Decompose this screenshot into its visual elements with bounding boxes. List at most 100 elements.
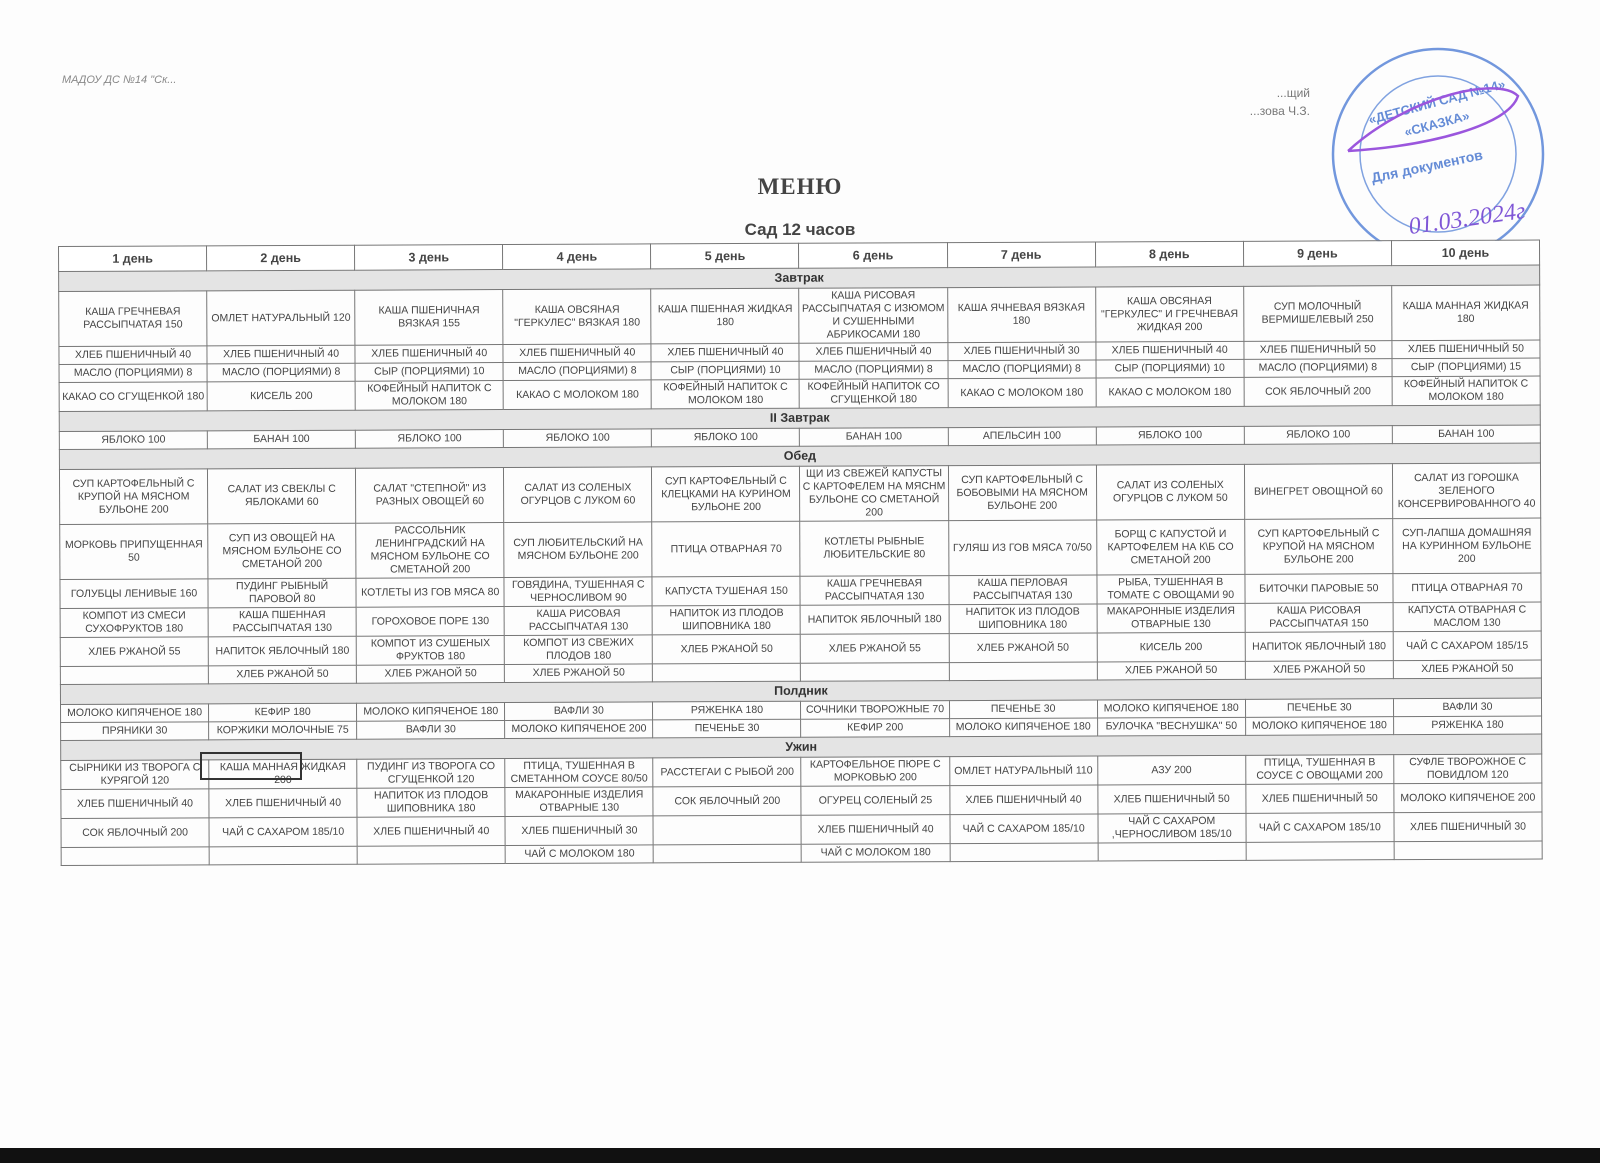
page-subtitle: Сад 12 часов xyxy=(744,220,856,239)
dish-cell: ХЛЕБ РЖАНОЙ 50 xyxy=(1096,661,1246,680)
dish-cell: МАКАРОННЫЕ ИЗДЕЛИЯ ОТВАРНЫЕ 130 xyxy=(1096,603,1245,633)
dish-cell: СУП КАРТОФЕЛЬНЫЙ С БОБОВЫМИ НА МЯСНОМ БУ… xyxy=(948,464,1097,521)
dish-cell: КАПУСТА ТУШЕНАЯ 150 xyxy=(652,576,801,606)
dish-cell: ХЛЕБ РЖАНОЙ 50 xyxy=(356,664,505,684)
dish-cell: СУП ЛЮБИТЕЛЬСКИЙ НА МЯСНОМ БУЛЬОНЕ 200 xyxy=(503,521,653,578)
dish-cell: ХЛЕБ ПШЕНИЧНЫЙ 30 xyxy=(947,341,1096,361)
dish-cell: МОЛОКО КИПЯЧЕНОЕ 180 xyxy=(949,717,1098,737)
dish-cell: ХЛЕБ РЖАНОЙ 50 xyxy=(208,665,357,684)
dish-cell: КАША ПШЕННАЯ ЖИДКАЯ 180 xyxy=(651,288,800,344)
dish-cell: ПТИЦА ОТВАРНАЯ 70 xyxy=(1392,573,1542,603)
dish-cell: НАПИТОК ЯБЛОЧНЫЙ 180 xyxy=(208,636,357,666)
day-header: 4 день xyxy=(502,243,651,270)
dish-cell: ПЕЧЕНЬЕ 30 xyxy=(949,699,1098,719)
dish-cell: КАША ПЕРЛОВАЯ РАССЫПЧАТАЯ 130 xyxy=(948,574,1097,605)
dish-cell: ПТИЦА, ТУШЕННАЯ В СОУСЕ С ОВОЩАМИ 200 xyxy=(1245,754,1394,785)
dish-cell: МАСЛО (ПОРЦИЯМИ) 8 xyxy=(947,359,1096,379)
approval-line: ...щий xyxy=(1276,86,1310,100)
dish-cell: САЛАТ ИЗ ГОРОШКА ЗЕЛЕНОГО КОНСЕРВИРОВАНН… xyxy=(1392,463,1541,519)
dish-cell: МОЛОКО КИПЯЧЕНОЕ 180 xyxy=(356,702,505,722)
dish-cell: ХЛЕБ ПШЕНИЧНЫЙ 40 xyxy=(355,344,504,364)
dish-cell xyxy=(209,846,358,865)
dish-cell: КИСЕЛЬ 200 xyxy=(1096,632,1246,662)
dish-row: МОРКОВЬ ПРИПУЩЕННАЯ 50 СУП ИЗ ОВОЩЕЙ НА М… xyxy=(59,518,1541,580)
dish-cell: МАКАРОННЫЕ ИЗДЕЛИЯ ОТВАРНЫЕ 130 xyxy=(505,786,654,817)
dish-cell: СУП-ЛАПША ДОМАШНЯЯ НА КУРИННОМ БУЛЬОНЕ 2… xyxy=(1392,518,1541,574)
dish-cell: ЯБЛОКО 100 xyxy=(59,430,208,450)
dish-cell: ГОЛУБЦЫ ЛЕНИВЫЕ 160 xyxy=(59,578,209,609)
dish-cell: СУП ИЗ ОВОЩЕЙ НА МЯСНОМ БУЛЬОНЕ СО СМЕТА… xyxy=(207,523,357,579)
dish-cell: САЛАТ ИЗ СОЛЕНЫХ ОГУРЦОВ С ЛУКОМ 50 xyxy=(1096,464,1245,520)
day-header: 7 день xyxy=(947,241,1096,268)
dish-cell: ХЛЕБ ПШЕНИЧНЫЙ 40 xyxy=(799,342,948,362)
dish-cell: ХЛЕБ ПШЕНИЧНЫЙ 30 xyxy=(1393,812,1543,842)
dish-cell: РЯЖЕНКА 180 xyxy=(1393,716,1542,735)
dish-cell: ХЛЕБ ПШЕНИЧНЫЙ 40 xyxy=(1095,341,1244,360)
dish-cell: ОГУРЕЦ СОЛЕНЫЙ 25 xyxy=(801,785,950,816)
dish-cell xyxy=(60,665,209,685)
dish-cell: ХЛЕБ РЖАНОЙ 50 xyxy=(1393,660,1542,679)
dish-cell: БАНАН 100 xyxy=(799,427,948,447)
dish-cell xyxy=(61,846,210,866)
dish-cell: СОЧНИКИ ТВОРОЖНЫЕ 70 xyxy=(800,700,950,720)
dish-cell xyxy=(948,661,1098,681)
dish-cell: ХЛЕБ ПШЕНИЧНЫЙ 50 xyxy=(1391,340,1541,359)
dish-cell xyxy=(653,815,802,845)
dish-cell: ВАФЛИ 30 xyxy=(1393,698,1542,717)
dish-cell xyxy=(1245,841,1395,861)
dish-cell xyxy=(652,663,801,682)
day-header: 10 день xyxy=(1391,240,1540,266)
dish-cell: КОМПОТ ИЗ СВЕЖИХ ПЛОДОВ 180 xyxy=(504,634,653,665)
dish-cell: ВАФЛИ 30 xyxy=(356,720,505,740)
organization-name: МАДОУ ДС №14 "Ск... xyxy=(62,74,177,86)
dish-cell: ЩИ ИЗ СВЕЖЕЙ КАПУСТЫ С КАРТОФЕЛЕМ НА МЯС… xyxy=(799,465,949,522)
dish-cell: ХЛЕБ ПШЕНИЧНЫЙ 40 xyxy=(60,788,210,819)
dish-cell: ПЕЧЕНЬЕ 30 xyxy=(652,719,802,738)
dish-cell: КАКАО С МОЛОКОМ 180 xyxy=(947,377,1096,408)
dish-cell: МОЛОКО КИПЯЧЕНОЕ 180 xyxy=(1097,699,1246,718)
dish-row: КАША ГРЕЧНЕВАЯ РАССЫПЧАТАЯ 150 ОМЛЕТ НАТУ… xyxy=(58,285,1540,347)
dish-cell: КАША ГРЕЧНЕВАЯ РАССЫПЧАТАЯ 130 xyxy=(800,575,949,606)
dish-cell: САЛАТ ИЗ СВЕКЛЫ С ЯБЛОКАМИ 60 xyxy=(207,468,356,524)
dish-cell xyxy=(949,842,1098,862)
day-header: 1 день xyxy=(58,245,207,272)
dish-cell: СОК ЯБЛОЧНЫЙ 200 xyxy=(60,817,210,848)
dish-cell: ХЛЕБ РЖАНОЙ 50 xyxy=(948,632,1097,663)
dish-cell: РЫБА, ТУШЕННАЯ В ТОМАТЕ С ОВОЩАМИ 90 xyxy=(1096,574,1245,604)
dish-cell: КАША РИСОВАЯ РАССЫПЧАТАЯ 150 xyxy=(1244,602,1394,633)
dish-row: СУП КАРТОФЕЛЬНЫЙ С КРУПОЙ НА МЯСНОМ БУЛЬ… xyxy=(59,463,1541,525)
dish-cell: НАПИТОК ИЗ ПЛОДОВ ШИПОВНИКА 180 xyxy=(357,787,506,818)
dish-cell: ЧАЙ С САХАРОМ 185/15 xyxy=(1393,631,1542,661)
dish-cell: КАКАО С МОЛОКОМ 180 xyxy=(1095,377,1244,407)
dish-cell: ЧАЙ С МОЛОКОМ 180 xyxy=(505,844,654,864)
dish-cell: СОК ЯБЛОЧНЫЙ 200 xyxy=(653,786,802,816)
dish-cell: СУП МОЛОЧНЫЙ ВЕРМИШЕЛЕВЫЙ 250 xyxy=(1243,285,1392,342)
scan-edge xyxy=(0,1148,1600,1163)
day-header: 8 день xyxy=(1095,241,1244,267)
dish-cell: ОМЛЕТ НАТУРАЛЬНЫЙ 120 xyxy=(206,290,356,346)
dish-cell: КАША ПШЕННАЯ РАССЫПЧАТАЯ 130 xyxy=(208,607,357,637)
dish-cell: ЧАЙ С МОЛОКОМ 180 xyxy=(801,843,950,863)
dish-cell: БОРЩ С КАПУСТОЙ И КАРТОФЕЛЕМ НА К\Б СО С… xyxy=(1096,519,1245,575)
day-header: 9 день xyxy=(1243,240,1392,267)
dish-cell: КОТЛЕТЫ ИЗ ГОВ МЯСА 80 xyxy=(356,577,505,608)
dish-cell: ЯБЛОКО 100 xyxy=(1095,426,1245,445)
dish-cell: БИТОЧКИ ПАРОВЫЕ 50 xyxy=(1244,573,1393,604)
dish-cell: ПРЯНИКИ 30 xyxy=(60,721,209,741)
dish-cell: АПЕЛЬСИН 100 xyxy=(947,426,1097,446)
dish-cell: ГОРОХОВОЕ ПОРЕ 130 xyxy=(356,606,505,637)
dish-cell: ВАФЛИ 30 xyxy=(504,701,653,721)
dish-cell: КОМПОТ ИЗ СУШЕНЫХ ФРУКТОВ 180 xyxy=(356,635,505,666)
dish-cell: СУФЛЕ ТВОРОЖНОЕ С ПОВИДЛОМ 120 xyxy=(1393,754,1542,784)
dish-cell: КАША РИСОВАЯ РАССЫПЧАТАЯ 130 xyxy=(504,605,653,636)
dish-cell: МАСЛО (ПОРЦИЯМИ) 8 xyxy=(59,363,208,383)
dish-cell: РАССОЛЬНИК ЛЕНИНГРАДСКИЙ НА МЯСНОМ БУЛЬО… xyxy=(355,522,505,579)
hand-drawn-box xyxy=(200,752,302,780)
dish-cell: КАША ПШЕНИЧНАЯ ВЯЗКАЯ 155 xyxy=(354,289,504,346)
dish-cell: МОЛОКО КИПЯЧЕНОЕ 180 xyxy=(1245,716,1394,736)
day-header: 6 день xyxy=(798,242,948,269)
dish-cell: КАША МАННАЯ ЖИДКАЯ 180 xyxy=(1391,285,1540,341)
dish-cell: ПТИЦА, ТУШЕННАЯ В СМЕТАННОМ СОУСЕ 80/50 xyxy=(505,757,654,788)
dish-cell: КАША ЯЧНЕВАЯ ВЯЗКАЯ 180 xyxy=(947,286,1096,343)
dish-cell: МАСЛО (ПОРЦИЯМИ) 8 xyxy=(1243,358,1392,378)
